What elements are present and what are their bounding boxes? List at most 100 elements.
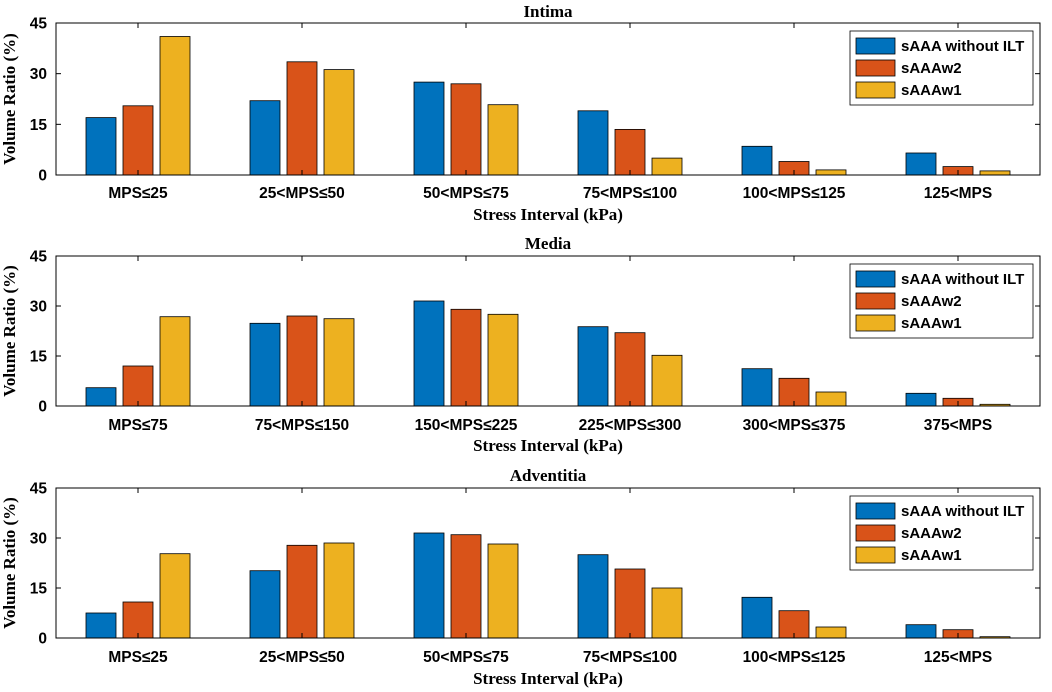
legend-entry-label: sAAAw2 xyxy=(901,525,962,542)
bar-1-6 xyxy=(905,624,937,639)
x-tick-label: 25<MPS≤50 xyxy=(259,185,345,202)
bar-3-2 xyxy=(323,318,355,407)
bar-3-4 xyxy=(651,354,683,407)
x-axis-label: Stress Interval (kPa) xyxy=(473,669,623,688)
y-tick-label: 0 xyxy=(38,631,47,648)
y-tick-label: 15 xyxy=(30,349,48,366)
bar-2-1 xyxy=(122,105,154,176)
bar-1-1 xyxy=(85,387,117,407)
y-tick-label: 0 xyxy=(38,399,47,416)
bar-2-2 xyxy=(286,61,318,176)
bar-1-4 xyxy=(577,326,609,407)
bar-2-4 xyxy=(614,568,646,639)
bar-1-2 xyxy=(249,570,281,639)
bar-1-5 xyxy=(741,368,773,407)
plot-frame xyxy=(55,22,1041,176)
y-tick-label: 45 xyxy=(30,16,48,33)
x-tick-label: MPS≤25 xyxy=(108,649,168,666)
legend: sAAA without ILT sAAAw2 sAAAw1 xyxy=(849,30,1034,106)
bar-1-3 xyxy=(413,300,445,407)
legend-swatch xyxy=(855,524,896,542)
bar-1-3 xyxy=(413,532,445,639)
bar-2-4 xyxy=(614,332,646,407)
x-axis-label: Stress Interval (kPa) xyxy=(473,205,623,224)
bar-3-5 xyxy=(815,626,847,639)
x-tick-label: MPS≤25 xyxy=(108,185,168,202)
plot-frame xyxy=(55,255,1041,407)
x-tick-label: 100<MPS≤125 xyxy=(743,649,846,666)
x-tick-label: 25<MPS≤50 xyxy=(259,649,345,666)
bar-1-3 xyxy=(413,81,445,176)
chart-title: Media xyxy=(525,234,572,253)
chart-panel-intima: MPS≤25 25<MPS≤50 50<MPS≤75 75<MPS≤100 100<MP… xyxy=(0,2,1041,224)
bar-1-4 xyxy=(577,554,609,639)
x-tick-label: 75<MPS≤150 xyxy=(255,417,349,434)
y-tick-label: 30 xyxy=(30,66,47,83)
chart-panel-adventitia: MPS≤25 25<MPS≤50 50<MPS≤75 75<MPS≤100 100<MP… xyxy=(0,466,1041,688)
x-tick-label: 125<MPS xyxy=(924,185,993,202)
bar-1-4 xyxy=(577,110,609,176)
legend: sAAA without ILT sAAAw2 sAAAw1 xyxy=(849,263,1034,339)
legend-swatch xyxy=(855,292,896,310)
bar-1-2 xyxy=(249,322,281,407)
x-tick-label: 50<MPS≤75 xyxy=(423,649,509,666)
x-tick-label: 150<MPS≤225 xyxy=(415,417,518,434)
y-tick-label: 0 xyxy=(38,168,47,185)
legend-entry-label: sAAA without ILT xyxy=(901,503,1024,520)
bar-3-4 xyxy=(651,157,683,176)
bar-3-5 xyxy=(815,169,847,176)
bar-3-2 xyxy=(323,542,355,639)
chart-panel-media: MPS≤75 75<MPS≤150 150<MPS≤225 225<MPS≤300 30… xyxy=(0,234,1041,455)
legend-entry-label: sAAAw2 xyxy=(901,293,962,310)
bar-2-4 xyxy=(614,128,646,176)
bar-3-1 xyxy=(159,36,191,176)
bar-3-3 xyxy=(487,104,519,176)
bar-3-2 xyxy=(323,69,355,176)
chart-title: Adventitia xyxy=(510,466,587,485)
x-tick-label: 375<MPS xyxy=(924,417,993,434)
legend-entry-label: sAAA without ILT xyxy=(901,271,1024,288)
bar-3-1 xyxy=(159,316,191,407)
legend-swatch xyxy=(855,59,896,77)
legend-entry-label: sAAAw1 xyxy=(901,82,962,99)
y-tick-label: 45 xyxy=(30,249,48,266)
legend-entry-label: sAAAw2 xyxy=(901,60,962,77)
bar-1-6 xyxy=(905,392,937,407)
bar-1-5 xyxy=(741,145,773,176)
bar-3-6 xyxy=(979,170,1011,176)
y-axis-label: Volume Ratio (%) xyxy=(0,33,19,165)
bar-2-3 xyxy=(450,308,482,407)
legend-swatch xyxy=(855,502,896,520)
bar-1-2 xyxy=(249,100,281,176)
x-tick-label: MPS≤75 xyxy=(108,417,168,434)
y-tick-label: 15 xyxy=(30,117,48,134)
bar-1-5 xyxy=(741,596,773,639)
x-tick-label: 125<MPS xyxy=(924,649,993,666)
bar-2-3 xyxy=(450,534,482,639)
bar-2-3 xyxy=(450,83,482,176)
bar-1-1 xyxy=(85,612,117,639)
y-tick-label: 45 xyxy=(30,481,48,498)
legend-entry-label: sAAA without ILT xyxy=(901,38,1024,55)
x-tick-label: 300<MPS≤375 xyxy=(743,417,846,434)
bar-2-1 xyxy=(122,601,154,639)
bar-3-3 xyxy=(487,543,519,639)
legend-swatch xyxy=(855,37,896,55)
x-axis-label: Stress Interval (kPa) xyxy=(473,436,623,455)
x-tick-label: 225<MPS≤300 xyxy=(579,417,682,434)
y-axis-label: Volume Ratio (%) xyxy=(0,497,19,629)
chart-title: Intima xyxy=(523,2,573,21)
bar-2-2 xyxy=(286,315,318,407)
y-tick-label: 30 xyxy=(30,531,47,548)
x-tick-label: 50<MPS≤75 xyxy=(423,185,509,202)
legend-swatch xyxy=(855,314,896,332)
legend-swatch xyxy=(855,546,896,564)
y-axis-label: Volume Ratio (%) xyxy=(0,265,19,397)
bar-1-6 xyxy=(905,152,937,176)
x-tick-label: 75<MPS≤100 xyxy=(583,185,677,202)
bar-2-2 xyxy=(286,544,318,639)
x-tick-label: 100<MPS≤125 xyxy=(743,185,846,202)
legend-entry-label: sAAAw1 xyxy=(901,547,962,564)
bar-3-4 xyxy=(651,587,683,639)
